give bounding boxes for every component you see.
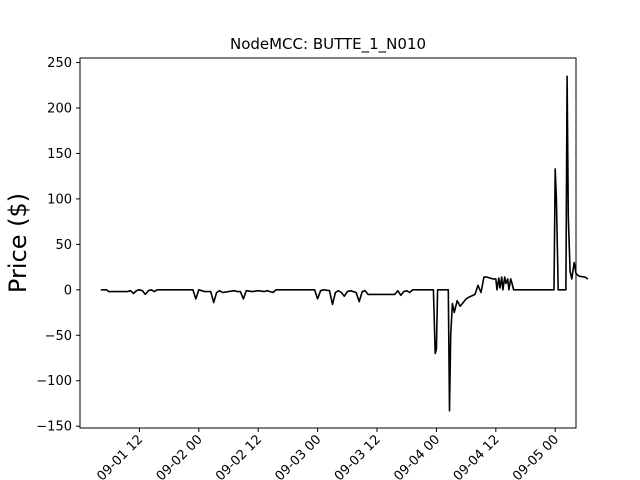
series-layer: [100, 75, 589, 412]
y-tick-label: 50: [55, 238, 72, 253]
x-tick-label: 09-02 00: [154, 432, 206, 480]
chart-title: NodeMCC: BUTTE_1_N010: [230, 35, 426, 54]
x-tick-label: 09-04 00: [391, 432, 443, 480]
y-tick-label: 0: [64, 283, 72, 298]
y-tick-label: 200: [47, 102, 72, 117]
x-tick-label: 09-03 12: [332, 432, 384, 480]
y-tick-label: −100: [36, 374, 72, 389]
x-axis-ticks: 09-01 12 09-02 00 09-02 12 09-03 00 09-03 12…: [94, 428, 562, 480]
y-axis-label: Price ($): [4, 193, 32, 293]
x-tick-label: 09-01 12: [94, 432, 146, 480]
price-series-line: [100, 75, 589, 412]
x-tick-label: 09-05 00: [510, 432, 562, 480]
plot-area-frame: [79, 57, 577, 429]
y-tick-label: 100: [47, 192, 72, 207]
x-tick-label: 09-02 12: [213, 432, 265, 480]
x-tick-label: 09-04 12: [451, 432, 503, 480]
y-axis-ticks: 250 200 150 100 50 0 −50 −100 −150: [36, 56, 80, 435]
x-tick-label: 09-03 00: [272, 432, 324, 480]
y-tick-label: 150: [47, 147, 72, 162]
y-tick-label: −50: [45, 329, 72, 344]
y-tick-label: −150: [36, 420, 72, 435]
y-tick-label: 250: [47, 56, 72, 71]
